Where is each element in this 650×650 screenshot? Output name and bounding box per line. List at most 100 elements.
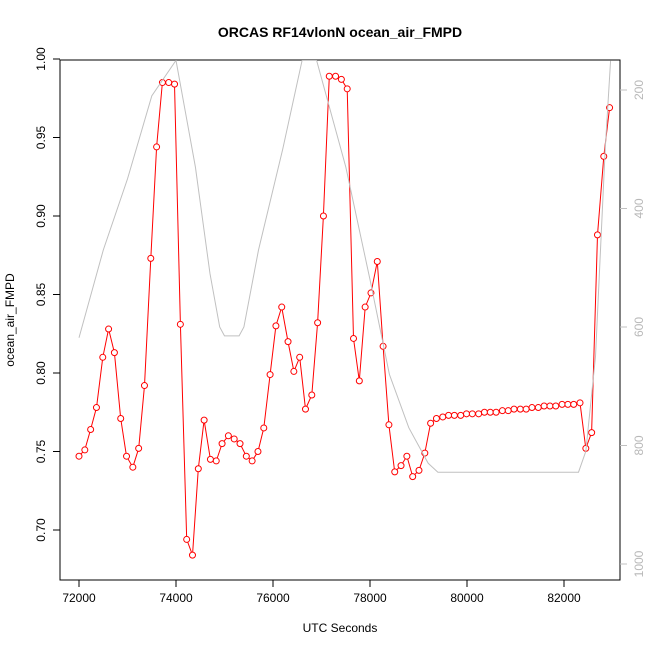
right-tick-label: 1000 xyxy=(632,550,646,577)
data-point xyxy=(325,72,333,80)
data-point xyxy=(439,413,447,421)
data-point xyxy=(194,465,202,473)
data-point xyxy=(522,405,530,413)
data-point xyxy=(218,440,226,448)
data-point xyxy=(147,254,155,262)
data-point xyxy=(165,79,173,87)
data-point xyxy=(176,320,184,328)
data-point xyxy=(576,399,584,407)
data-point xyxy=(319,212,327,220)
x-axis-title: UTC Seconds xyxy=(303,621,378,635)
chart-title: ORCAS RF14vlonN ocean_air_FMPD xyxy=(218,24,462,40)
x-tick-label: 80000 xyxy=(450,591,484,605)
data-point xyxy=(260,424,268,432)
y-tick-label: 0.70 xyxy=(34,518,48,542)
data-point xyxy=(570,400,578,408)
y-axis: 0.70 0.75 0.80 0.85 0.90 0.95 1.00 xyxy=(34,47,60,542)
data-point xyxy=(206,455,214,463)
data-point xyxy=(397,462,405,470)
data-point xyxy=(272,322,280,330)
right-tick-label: 200 xyxy=(632,80,646,100)
data-point xyxy=(75,452,83,460)
y-axis-title: ocean_air_FMPD xyxy=(3,273,17,367)
data-point xyxy=(278,303,286,311)
data-point xyxy=(445,411,453,419)
plot-frame xyxy=(59,59,621,581)
data-point xyxy=(224,432,232,440)
data-point xyxy=(498,407,506,415)
data-point xyxy=(266,371,274,379)
data-point xyxy=(332,72,340,80)
x-axis: 72000 74000 76000 78000 80000 82000 xyxy=(62,580,581,605)
data-point xyxy=(475,410,483,418)
data-point xyxy=(230,435,238,443)
data-point xyxy=(593,231,601,239)
y-tick-label: 0.80 xyxy=(34,361,48,385)
data-point xyxy=(81,446,89,454)
data-point xyxy=(492,408,500,416)
data-point xyxy=(308,391,316,399)
x-tick-label: 78000 xyxy=(353,591,387,605)
data-point xyxy=(534,404,542,412)
data-point xyxy=(123,452,131,460)
data-point xyxy=(99,353,107,361)
data-point xyxy=(564,400,572,408)
y-tick-label: 0.75 xyxy=(34,439,48,463)
data-point xyxy=(528,404,536,412)
data-point xyxy=(343,85,351,93)
data-point xyxy=(457,411,465,419)
data-point xyxy=(135,444,143,452)
x-tick-label: 82000 xyxy=(547,591,581,605)
data-point xyxy=(92,404,100,412)
data-point xyxy=(391,468,399,476)
data-point xyxy=(558,400,566,408)
data-point xyxy=(355,377,363,385)
right-tick-label: 800 xyxy=(632,435,646,455)
data-point xyxy=(463,410,471,418)
data-point xyxy=(600,152,608,160)
data-point xyxy=(486,408,494,416)
data-point xyxy=(212,457,220,465)
data-point xyxy=(373,258,381,266)
data-point xyxy=(183,535,191,543)
data-point xyxy=(254,448,262,455)
data-point xyxy=(290,367,298,375)
x-tick-label: 76000 xyxy=(256,591,290,605)
data-point xyxy=(248,457,256,465)
x-tick-label: 72000 xyxy=(62,591,96,605)
data-point xyxy=(105,325,113,333)
series-layer xyxy=(75,60,614,559)
data-point xyxy=(296,353,304,361)
data-point xyxy=(450,411,458,419)
data-point xyxy=(337,75,345,83)
data-point xyxy=(236,440,244,448)
data-point xyxy=(588,429,596,437)
secondary-series-line xyxy=(78,60,612,473)
x-tick-label: 74000 xyxy=(159,591,193,605)
data-point xyxy=(415,466,423,474)
data-point xyxy=(314,319,322,327)
data-point xyxy=(361,303,369,311)
data-point xyxy=(350,334,358,342)
data-point xyxy=(284,338,292,346)
right-tick-label: 600 xyxy=(632,317,646,337)
data-point xyxy=(117,415,125,423)
y-tick-label: 1.00 xyxy=(34,47,48,71)
data-point xyxy=(87,426,95,434)
data-point xyxy=(140,382,148,390)
data-point xyxy=(516,405,524,413)
data-point xyxy=(171,80,179,88)
data-point xyxy=(552,402,560,410)
y-tick-label: 0.95 xyxy=(34,125,48,149)
data-point xyxy=(510,405,518,413)
data-point xyxy=(546,402,554,410)
y-tick-label: 0.85 xyxy=(34,282,48,306)
data-point xyxy=(110,349,118,357)
data-point xyxy=(468,410,476,418)
data-point xyxy=(540,402,548,410)
data-point xyxy=(427,419,435,427)
data-point xyxy=(153,143,161,151)
data-point xyxy=(504,407,512,415)
y-tick-label: 0.90 xyxy=(34,204,48,228)
